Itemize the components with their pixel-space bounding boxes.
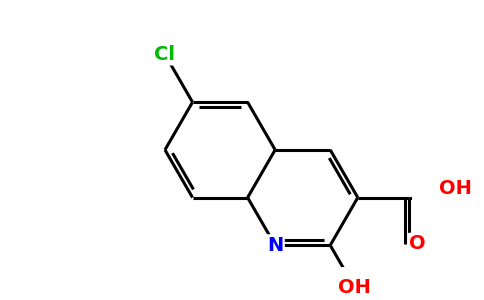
Text: OH: OH [439,178,472,198]
Text: OH: OH [338,278,371,297]
Text: N: N [267,236,283,255]
Text: Cl: Cl [154,45,176,64]
Text: O: O [409,234,426,253]
